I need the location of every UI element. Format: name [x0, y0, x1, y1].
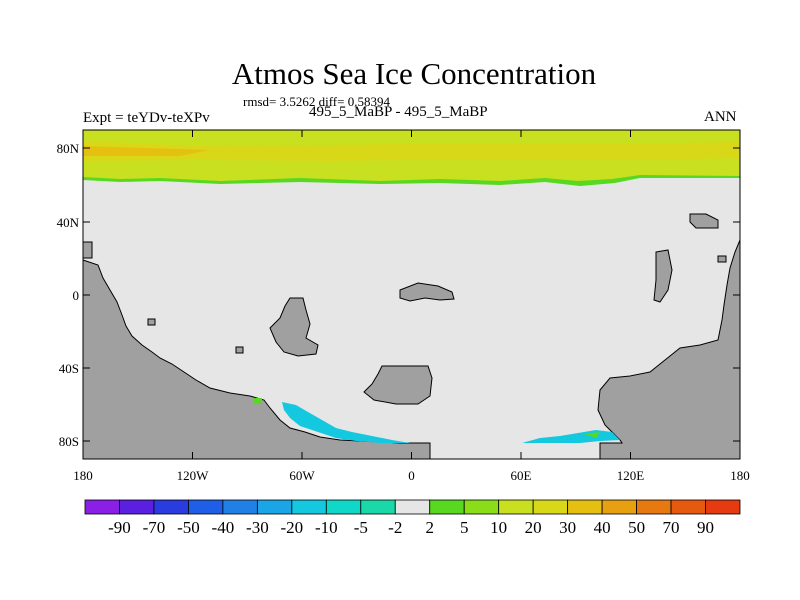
- eastern-continent: [597, 239, 741, 460]
- colorbar-label: -30: [246, 518, 269, 537]
- central-island: [399, 282, 455, 302]
- colorbar-label: -20: [281, 518, 304, 537]
- colorbar-swatch: [532, 499, 569, 515]
- western-islet: [82, 241, 93, 259]
- map-axes: 80N 40N 0 40S 80S 180 120W 60W 0 60E 120E 180: [57, 130, 750, 483]
- season-label: ANN: [704, 109, 737, 125]
- lat-tick-label: 80N: [57, 141, 80, 156]
- eastern-island: [689, 213, 719, 229]
- chart-subtitle: rmsd= 3.5262 diff= 0.58394: [243, 94, 390, 109]
- lon-tick-label: 180: [730, 468, 750, 483]
- colorbar-label: -70: [143, 518, 166, 537]
- colorbar-swatch: [325, 499, 362, 515]
- eastern-island: [653, 249, 673, 303]
- arctic-ice-high: [83, 141, 740, 161]
- colorbar-label: 20: [525, 518, 542, 537]
- colorbar-swatch: [222, 499, 258, 515]
- colorbar-swatch: [601, 499, 637, 515]
- lon-tick-label: 60W: [289, 468, 315, 483]
- southern-island: [363, 365, 433, 405]
- lat-tick-label: 80S: [59, 434, 79, 449]
- lon-tick-label: 60E: [511, 468, 532, 483]
- lon-tick-label: 180: [73, 468, 93, 483]
- lon-tick-label: 120E: [617, 468, 645, 483]
- colorbar-swatch: [670, 499, 706, 515]
- colorbar-label: 50: [628, 518, 645, 537]
- colorbar-swatch: [153, 499, 189, 515]
- western-islet: [235, 346, 244, 354]
- western-islet: [147, 318, 156, 326]
- colorbar-swatch: [498, 499, 534, 515]
- colorbar-label: -90: [108, 518, 131, 537]
- colorbar-label: 40: [594, 518, 611, 537]
- lat-tick-label: 40S: [59, 361, 79, 376]
- colorbar-label: 10: [490, 518, 507, 537]
- southern-ice-loss: [282, 402, 410, 443]
- colorbar-swatch: [463, 499, 500, 515]
- colorbar: -90 -70 -50 -40 -30 -20 -10 -5 -2 2 5 10 20 30 40 50 70 9…: [84, 499, 741, 537]
- colorbar-label: -50: [177, 518, 200, 537]
- colorbar-swatch: [429, 499, 465, 515]
- colorbar-swatch: [188, 499, 224, 515]
- colorbar-swatch: [567, 499, 603, 515]
- colorbar-label: 2: [425, 518, 434, 537]
- lon-tick-label: 0: [408, 468, 415, 483]
- lon-tick-label: 120W: [177, 468, 210, 483]
- colorbar-swatch: [360, 499, 396, 515]
- colorbar-swatch: [636, 499, 672, 515]
- ice-edge-gain: [584, 432, 600, 438]
- colorbar-label: 5: [460, 518, 469, 537]
- colorbar-swatch: [256, 499, 293, 515]
- colorbar-label: 70: [663, 518, 680, 537]
- chart-title: Atmos Sea Ice Concentration: [231, 56, 597, 91]
- case-label: 495_5_MaBP - 495_5_MaBP: [309, 104, 488, 120]
- mid-west-island: [269, 297, 319, 357]
- eastern-islet: [717, 255, 727, 263]
- colorbar-label: 90: [697, 518, 714, 537]
- experiment-label: Expt = teYDv-teXPv: [83, 110, 210, 126]
- colorbar-label: -5: [354, 518, 368, 537]
- colorbar-swatch: [291, 499, 327, 515]
- colorbar-label: -2: [388, 518, 402, 537]
- colorbar-label: -40: [212, 518, 235, 537]
- colorbar-swatch: [84, 499, 120, 515]
- ice-edge-gain: [254, 398, 262, 404]
- map-panel: [82, 129, 741, 460]
- lat-tick-label: 40N: [57, 215, 80, 230]
- arctic-ice-peak: [83, 146, 210, 156]
- colorbar-swatch: [119, 499, 155, 515]
- colorbar-label: 30: [559, 518, 576, 537]
- colorbar-swatch: [705, 499, 741, 515]
- lat-tick-label: 0: [73, 288, 80, 303]
- colorbar-label: -10: [315, 518, 338, 537]
- colorbar-swatch: [394, 499, 431, 515]
